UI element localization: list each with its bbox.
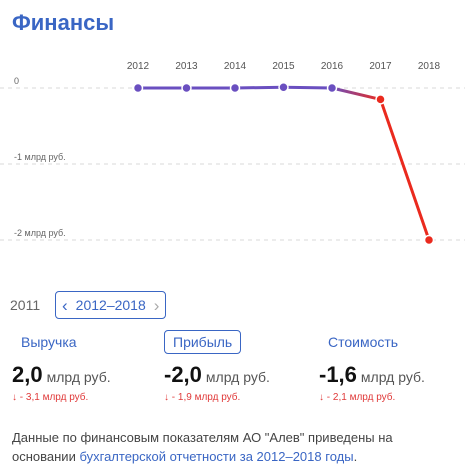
period-selector: 2011 ‹ 2012–2018 › (10, 291, 167, 319)
data-point (181, 82, 192, 94)
series-line-segment (282, 85, 334, 90)
series-line-segment (379, 97, 431, 242)
report-link[interactable]: бухгалтерской отчетности за 2012–2018 го… (79, 449, 354, 464)
y-tick-label: -2 млрд руб. (14, 228, 66, 238)
data-point (326, 82, 338, 94)
period-range-label: 2012–2018 (75, 297, 146, 313)
x-tick-label: 2012 (127, 61, 150, 72)
data-point (229, 82, 241, 94)
period-range-box: ‹ 2012–2018 › (55, 291, 167, 319)
series-line-segment (233, 85, 285, 90)
metric-revenue: Выручка 2,0 млрд руб. ↓ - 3,1 млрд руб. (12, 330, 162, 403)
chevron-right-icon[interactable]: › (153, 295, 160, 315)
revenue-change: ↓ - 3,1 млрд руб. (12, 392, 89, 403)
series-line-segment (330, 86, 382, 101)
value-value: -1,6 (319, 362, 357, 387)
x-tick-label: 2013 (175, 61, 198, 72)
section-title: Финансы (12, 10, 115, 35)
metric-value: Стоимость -1,6 млрд руб. ↓ - 2,1 млрд руб… (319, 330, 465, 403)
x-tick-label: 2014 (224, 61, 247, 72)
chevron-left-icon[interactable]: ‹ (62, 295, 68, 315)
y-tick-label: 0 (14, 76, 19, 86)
finance-chart: 0 -1 млрд руб. -2 млрд руб. 2012 2013 2014 201… (0, 61, 465, 246)
profit-value: -2,0 (164, 362, 202, 387)
tab-revenue[interactable]: Выручка (21, 334, 77, 350)
x-tick-label: 2015 (272, 61, 295, 72)
footnote-end: . (353, 449, 358, 464)
x-tick-label: 2018 (418, 61, 441, 72)
x-tick-label: 2016 (321, 61, 344, 72)
value-unit: млрд руб. (360, 369, 425, 385)
data-point (132, 82, 144, 94)
profit-unit: млрд руб. (205, 369, 270, 385)
data-point (278, 81, 289, 93)
y-tick-label: -1 млрд руб. (14, 152, 66, 162)
previous-period-label[interactable]: 2011 (10, 297, 41, 313)
x-tick-label: 2017 (369, 61, 392, 72)
profit-change: ↓ - 1,9 млрд руб. (164, 392, 241, 403)
tab-value[interactable]: Стоимость (328, 334, 399, 350)
revenue-value: 2,0 (12, 362, 43, 387)
metric-profit: Прибыль -2,0 млрд руб. ↓ - 1,9 млрд руб. (164, 330, 314, 403)
revenue-unit: млрд руб. (46, 369, 111, 385)
data-point (375, 94, 386, 105)
tab-profit[interactable]: Прибыль (164, 330, 242, 354)
footnote: Данные по финансовым показателям АО "Але… (12, 428, 452, 466)
footnote-text: Данные по финансовым показателям АО "Але… (12, 430, 393, 464)
data-point (423, 234, 435, 246)
value-change: ↓ - 2,1 млрд руб. (319, 392, 396, 403)
